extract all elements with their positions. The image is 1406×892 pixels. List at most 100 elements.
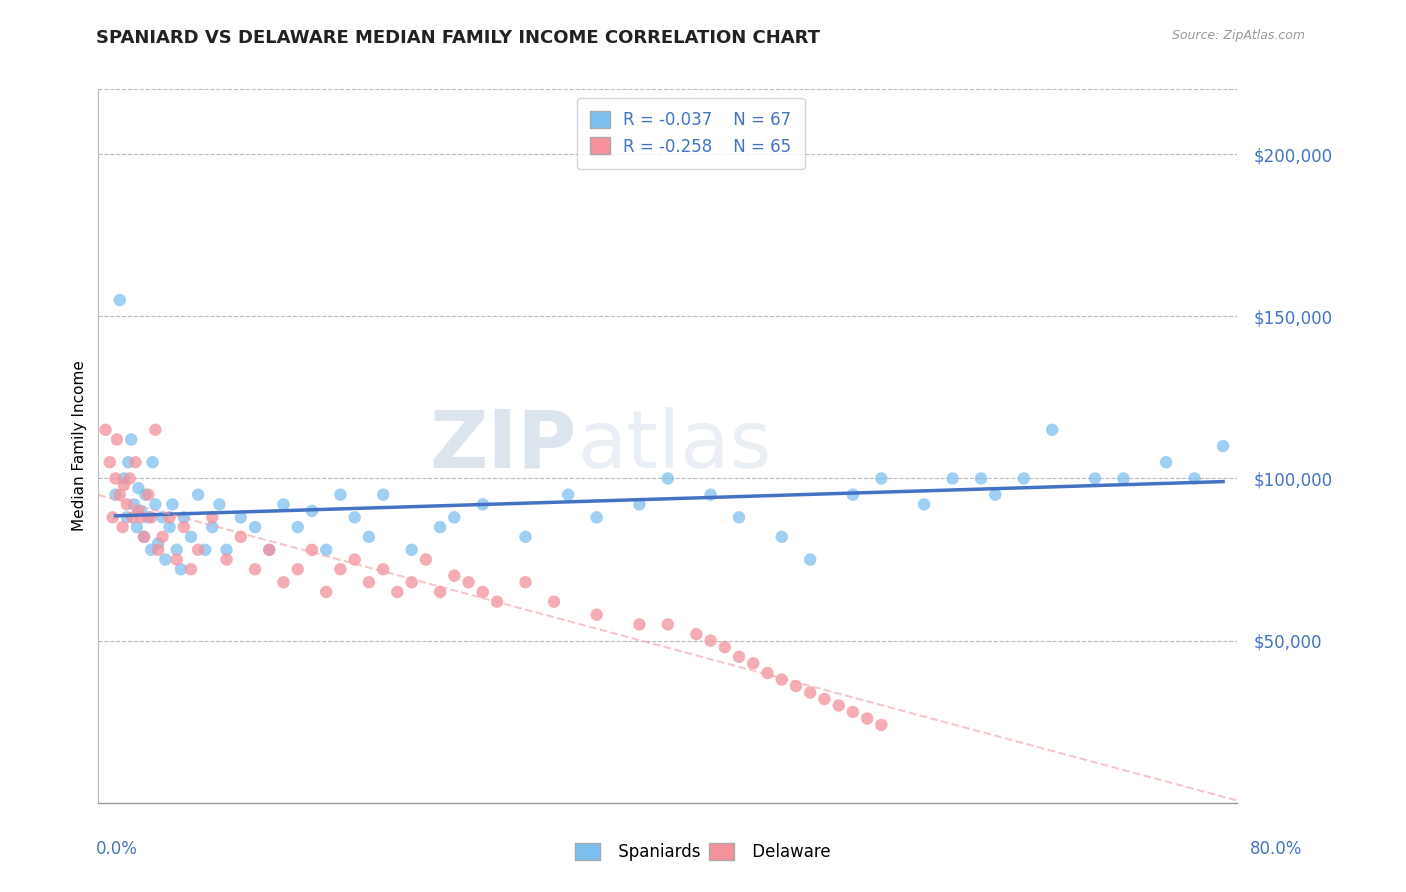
Point bbox=[148, 536, 170, 550]
Point bbox=[108, 293, 131, 307]
Text: atlas: atlas bbox=[576, 407, 770, 485]
Point bbox=[685, 627, 707, 641]
Point bbox=[813, 692, 835, 706]
Point bbox=[118, 471, 141, 485]
Legend:  Spaniards,  Delaware: Spaniards, Delaware bbox=[568, 836, 838, 868]
Point bbox=[259, 542, 281, 557]
Point bbox=[1212, 439, 1234, 453]
Point bbox=[215, 542, 238, 557]
Point bbox=[912, 497, 935, 511]
Point bbox=[273, 497, 295, 511]
Point bbox=[173, 520, 195, 534]
Point bbox=[457, 575, 479, 590]
Point bbox=[112, 478, 135, 492]
Point bbox=[301, 542, 323, 557]
Point bbox=[984, 488, 1007, 502]
Point bbox=[145, 497, 167, 511]
Point bbox=[657, 471, 679, 485]
Point bbox=[125, 520, 148, 534]
Point bbox=[259, 542, 281, 557]
Point bbox=[148, 542, 170, 557]
Point bbox=[343, 552, 366, 566]
Point bbox=[127, 504, 149, 518]
Point bbox=[1012, 471, 1035, 485]
Point bbox=[842, 705, 865, 719]
Point bbox=[799, 552, 821, 566]
Point bbox=[770, 673, 793, 687]
Point bbox=[124, 455, 146, 469]
Point bbox=[756, 666, 779, 681]
Y-axis label: Median Family Income: Median Family Income bbox=[72, 360, 87, 532]
Point bbox=[628, 497, 651, 511]
Text: ZIP: ZIP bbox=[429, 407, 576, 485]
Point bbox=[112, 471, 135, 485]
Point bbox=[208, 497, 231, 511]
Point bbox=[166, 542, 188, 557]
Point bbox=[287, 520, 309, 534]
Point bbox=[243, 520, 266, 534]
Point bbox=[155, 552, 177, 566]
Point bbox=[486, 595, 509, 609]
Point bbox=[557, 488, 579, 502]
Point bbox=[94, 423, 117, 437]
Point bbox=[856, 711, 879, 725]
Point bbox=[371, 488, 394, 502]
Point bbox=[105, 433, 128, 447]
Point bbox=[628, 617, 651, 632]
Point bbox=[343, 510, 366, 524]
Point bbox=[371, 562, 394, 576]
Point bbox=[229, 510, 252, 524]
Point bbox=[515, 530, 537, 544]
Point bbox=[173, 510, 195, 524]
Point bbox=[329, 562, 352, 576]
Point bbox=[152, 510, 174, 524]
Point bbox=[657, 617, 679, 632]
Text: 80.0%: 80.0% bbox=[1250, 840, 1302, 858]
Text: 0.0%: 0.0% bbox=[96, 840, 138, 858]
Point bbox=[159, 520, 181, 534]
Point bbox=[115, 497, 138, 511]
Point bbox=[122, 497, 145, 511]
Point bbox=[136, 488, 159, 502]
Point bbox=[842, 488, 865, 502]
Point bbox=[136, 510, 159, 524]
Point bbox=[187, 542, 209, 557]
Point bbox=[870, 471, 893, 485]
Point bbox=[194, 542, 217, 557]
Point bbox=[104, 488, 127, 502]
Point bbox=[115, 510, 138, 524]
Point bbox=[315, 542, 337, 557]
Point bbox=[1084, 471, 1107, 485]
Point bbox=[117, 455, 139, 469]
Point bbox=[139, 510, 162, 524]
Point bbox=[443, 568, 465, 582]
Point bbox=[104, 471, 127, 485]
Point bbox=[129, 510, 152, 524]
Point bbox=[471, 497, 494, 511]
Point bbox=[387, 585, 409, 599]
Point bbox=[357, 530, 380, 544]
Point bbox=[1154, 455, 1177, 469]
Point bbox=[101, 510, 124, 524]
Point bbox=[1112, 471, 1135, 485]
Point bbox=[1040, 423, 1063, 437]
Point bbox=[585, 510, 607, 524]
Point bbox=[287, 562, 309, 576]
Point bbox=[728, 510, 751, 524]
Point bbox=[98, 455, 121, 469]
Point bbox=[728, 649, 751, 664]
Point bbox=[215, 552, 238, 566]
Point bbox=[329, 488, 352, 502]
Point bbox=[273, 575, 295, 590]
Text: Source: ZipAtlas.com: Source: ZipAtlas.com bbox=[1171, 29, 1305, 43]
Point bbox=[243, 562, 266, 576]
Point bbox=[515, 575, 537, 590]
Point bbox=[145, 423, 167, 437]
Point bbox=[870, 718, 893, 732]
Point bbox=[187, 488, 209, 502]
Point bbox=[139, 542, 162, 557]
Point bbox=[443, 510, 465, 524]
Point bbox=[429, 585, 451, 599]
Point bbox=[120, 433, 142, 447]
Point bbox=[134, 488, 156, 502]
